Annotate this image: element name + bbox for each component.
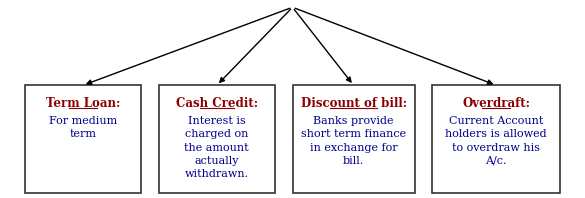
Text: Discount of bill:: Discount of bill: [301,97,407,110]
Text: Term Loan:: Term Loan: [46,97,120,110]
Text: Cash Credit:: Cash Credit: [176,97,258,110]
Text: Banks provide
short term finance
in exchange for
bill.: Banks provide short term finance in exch… [301,116,406,166]
Text: Overdraft:: Overdraft: [462,97,530,110]
Text: Interest is
charged on
the amount
actually
withdrawn.: Interest is charged on the amount actual… [184,116,249,179]
FancyBboxPatch shape [292,85,415,193]
FancyBboxPatch shape [25,85,141,193]
Text: For medium
term: For medium term [49,116,117,139]
FancyBboxPatch shape [432,85,560,193]
Text: Current Account
holders is allowed
to overdraw his
A/c.: Current Account holders is allowed to ov… [445,116,547,166]
FancyBboxPatch shape [159,85,275,193]
